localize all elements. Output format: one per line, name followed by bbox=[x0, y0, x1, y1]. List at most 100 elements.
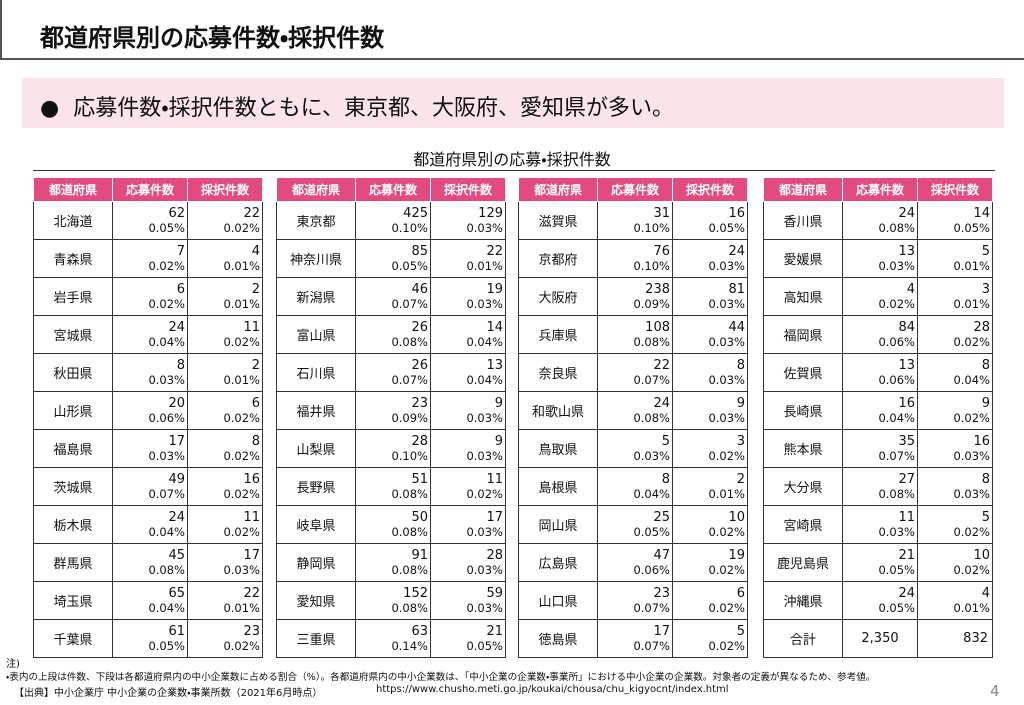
table-row: 石川県 26 0.07% 13 0.04% bbox=[276, 353, 506, 392]
share: 0.02% bbox=[223, 334, 260, 349]
data-table: 都道府県 応募件数 採択件数 滋賀県 31 0.10% 16 0.05% 京都府 76 0.10% 2… bbox=[518, 177, 748, 658]
share: 0.05% bbox=[148, 220, 185, 235]
count: 152 bbox=[403, 585, 428, 601]
total-applications: 2,350 bbox=[842, 619, 918, 658]
data-table: 都道府県 応募件数 採択件数 香川県 24 0.08% 14 0.05% 愛媛県 13 0.03% 5… bbox=[763, 177, 993, 658]
count: 24 bbox=[898, 585, 915, 601]
count: 5 bbox=[661, 433, 670, 449]
adoptions: 17 0.03% bbox=[187, 543, 263, 582]
share: 0.02% bbox=[223, 410, 260, 425]
header-row: 都道府県 応募件数 採択件数 bbox=[763, 177, 993, 202]
share: 0.01% bbox=[223, 258, 260, 273]
count: 63 bbox=[411, 623, 428, 639]
share: 0.02% bbox=[223, 524, 260, 539]
source-url: https://www.chusho.meti.go.jp/koukai/cho… bbox=[376, 684, 729, 695]
column-header: 採択件数 bbox=[672, 177, 748, 202]
applications: 65 0.04% bbox=[112, 581, 188, 620]
adoptions: 2 0.01% bbox=[672, 467, 748, 506]
prefecture: 島根県 bbox=[518, 467, 598, 506]
adoptions: 22 0.01% bbox=[430, 239, 506, 278]
share: 0.08% bbox=[391, 334, 428, 349]
count: 62 bbox=[168, 205, 185, 221]
share: 0.03% bbox=[466, 448, 503, 463]
applications: 20 0.06% bbox=[112, 391, 188, 430]
share: 0.09% bbox=[391, 410, 428, 425]
adoptions: 8 0.03% bbox=[672, 353, 748, 392]
share: 0.05% bbox=[953, 220, 990, 235]
count: 61 bbox=[168, 623, 185, 639]
count: 16 bbox=[243, 471, 260, 487]
count: 3 bbox=[981, 281, 990, 297]
adoptions: 23 0.02% bbox=[187, 619, 263, 658]
count: 4 bbox=[981, 585, 990, 601]
count: 17 bbox=[243, 547, 260, 563]
adoptions: 9 0.03% bbox=[672, 391, 748, 430]
page-number: 4 bbox=[990, 682, 1000, 700]
count: 16 bbox=[728, 205, 745, 221]
count: 31 bbox=[653, 205, 670, 221]
column-header: 都道府県 bbox=[518, 177, 598, 202]
share: 0.03% bbox=[953, 448, 990, 463]
adoptions: 19 0.03% bbox=[430, 277, 506, 316]
applications: 25 0.05% bbox=[597, 505, 673, 544]
share: 0.02% bbox=[708, 600, 745, 615]
count: 49 bbox=[168, 471, 185, 487]
prefecture: 佐賀県 bbox=[763, 353, 843, 392]
prefecture: 埼玉県 bbox=[33, 581, 113, 620]
share: 0.10% bbox=[633, 258, 670, 273]
table-row: 神奈川県 85 0.05% 22 0.01% bbox=[276, 239, 506, 278]
column-header: 応募件数 bbox=[842, 177, 918, 202]
share: 0.02% bbox=[223, 486, 260, 501]
adoptions: 22 0.01% bbox=[187, 581, 263, 620]
table-row: 山梨県 28 0.10% 9 0.03% bbox=[276, 429, 506, 468]
share: 0.02% bbox=[223, 220, 260, 235]
share: 0.06% bbox=[633, 562, 670, 577]
applications: 24 0.08% bbox=[842, 201, 918, 240]
prefecture: 栃木県 bbox=[33, 505, 113, 544]
applications: 8 0.04% bbox=[597, 467, 673, 506]
adoptions: 14 0.05% bbox=[917, 201, 993, 240]
table-row: 山形県 20 0.06% 6 0.02% bbox=[33, 391, 263, 430]
adoptions: 13 0.04% bbox=[430, 353, 506, 392]
prefecture: 秋田県 bbox=[33, 353, 113, 392]
prefecture: 高知県 bbox=[763, 277, 843, 316]
share: 0.02% bbox=[953, 410, 990, 425]
share: 0.04% bbox=[466, 334, 503, 349]
share: 0.01% bbox=[953, 600, 990, 615]
share: 0.10% bbox=[391, 448, 428, 463]
count: 5 bbox=[981, 509, 990, 525]
share: 0.04% bbox=[953, 372, 990, 387]
share: 0.05% bbox=[878, 600, 915, 615]
count: 17 bbox=[653, 623, 670, 639]
count: 13 bbox=[486, 357, 503, 373]
prefecture: 岐阜県 bbox=[276, 505, 356, 544]
table-title: 都道府県別の応募・採択件数 bbox=[413, 150, 611, 169]
share: 0.07% bbox=[633, 638, 670, 653]
table-row: 兵庫県 108 0.08% 44 0.03% bbox=[518, 315, 748, 354]
count: 22 bbox=[653, 357, 670, 373]
count: 11 bbox=[486, 471, 503, 487]
applications: 35 0.07% bbox=[842, 429, 918, 468]
share: 0.03% bbox=[708, 258, 745, 273]
share: 0.07% bbox=[633, 600, 670, 615]
table-row: 岩手県 6 0.02% 2 0.01% bbox=[33, 277, 263, 316]
prefecture: 徳島県 bbox=[518, 619, 598, 658]
prefecture: 宮崎県 bbox=[763, 505, 843, 544]
count: 11 bbox=[898, 509, 915, 525]
adoptions: 129 0.03% bbox=[430, 201, 506, 240]
adoptions: 21 0.05% bbox=[430, 619, 506, 658]
count: 19 bbox=[486, 281, 503, 297]
table-row: 岡山県 25 0.05% 10 0.02% bbox=[518, 505, 748, 544]
share: 0.04% bbox=[633, 486, 670, 501]
share: 0.02% bbox=[953, 562, 990, 577]
adoptions: 59 0.03% bbox=[430, 581, 506, 620]
count: 8 bbox=[736, 357, 745, 373]
count: 76 bbox=[653, 243, 670, 259]
count: 8 bbox=[251, 433, 260, 449]
column-header: 採択件数 bbox=[430, 177, 506, 202]
adoptions: 8 0.04% bbox=[917, 353, 993, 392]
adoptions: 2 0.01% bbox=[187, 353, 263, 392]
prefecture: 静岡県 bbox=[276, 543, 356, 582]
share: 0.02% bbox=[223, 448, 260, 463]
note-label: 注) bbox=[6, 659, 20, 670]
